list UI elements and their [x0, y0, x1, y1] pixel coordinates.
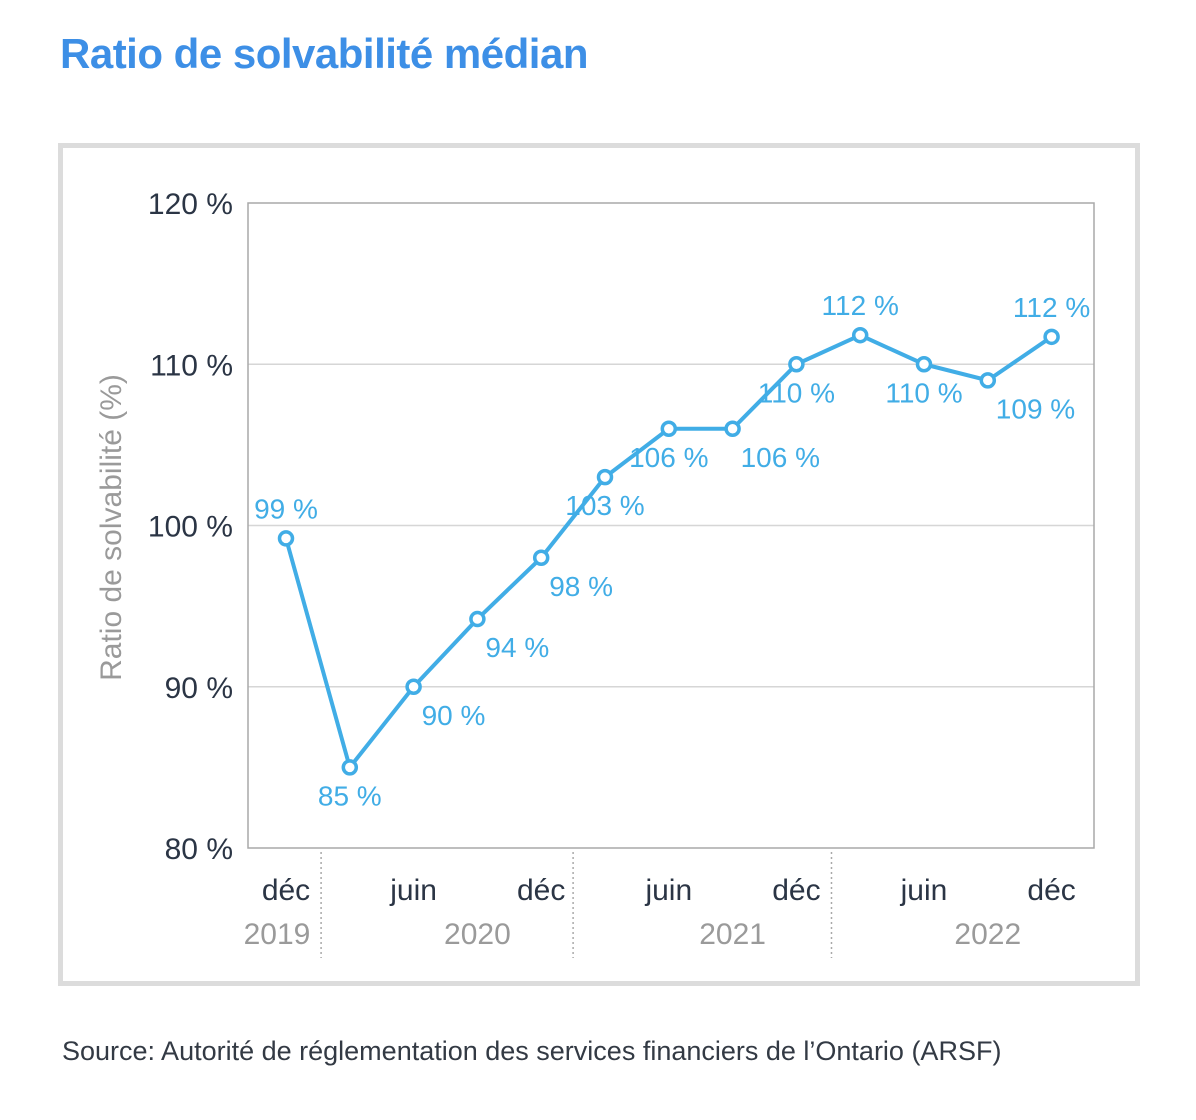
data-label: 85 % [318, 780, 382, 811]
data-point [469, 610, 486, 628]
data-label: 103 % [565, 490, 644, 521]
x-tick-label: déc [1027, 874, 1075, 907]
line-chart: 80 % 90 % 100 % 110 % 120 % Ratio de solvabil… [95, 188, 1095, 958]
data-point [1043, 328, 1060, 346]
chart-frame [58, 143, 1140, 986]
x-tick-label: déc [772, 874, 820, 907]
x-tick-label: juin [644, 874, 692, 907]
data-point [341, 759, 359, 776]
x-tick-label: juin [900, 874, 948, 907]
data-label: 110 % [758, 377, 835, 408]
data-label: 109 % [996, 393, 1075, 424]
data-point [660, 420, 678, 437]
data-point [915, 356, 933, 373]
data-point [277, 530, 295, 547]
x-tick-label: déc [517, 874, 565, 907]
data-label: 112 % [1013, 292, 1090, 323]
y-tick-label: 90 % [165, 672, 233, 705]
year-label: 2019 [244, 918, 311, 951]
data-label: 110 % [885, 377, 962, 408]
x-tick-label: juin [389, 874, 437, 907]
x-tick-label: déc [262, 874, 310, 907]
data-point [979, 372, 997, 389]
data-label: 106 % [741, 442, 820, 473]
year-label: 2021 [699, 918, 766, 951]
y-tick-label: 110 % [150, 349, 233, 382]
data-point [788, 356, 805, 373]
data-point [532, 549, 550, 566]
plot-border [247, 202, 1095, 849]
source-note: Source: Autorité de réglementation des s… [62, 1036, 1002, 1066]
y-tick-label: 120 % [148, 188, 233, 221]
data-label: 98 % [549, 571, 613, 602]
year-label: 2022 [954, 918, 1021, 951]
data-point [405, 678, 422, 695]
data-label: 106 % [629, 442, 708, 473]
data-point [724, 420, 741, 437]
data-label: 99 % [254, 493, 318, 524]
data-label: 94 % [485, 632, 549, 663]
data-label: 90 % [422, 700, 486, 731]
chart-title: Ratio de solvabilité médian [60, 30, 588, 77]
data-point [596, 468, 614, 486]
y-tick-label: 80 % [165, 833, 233, 866]
data-point [851, 326, 869, 344]
y-tick-label: 100 % [148, 511, 233, 544]
y-axis-label: Ratio de solvabilité (%) [95, 374, 128, 681]
data-label: 112 % [822, 290, 899, 321]
year-label: 2020 [444, 918, 511, 951]
